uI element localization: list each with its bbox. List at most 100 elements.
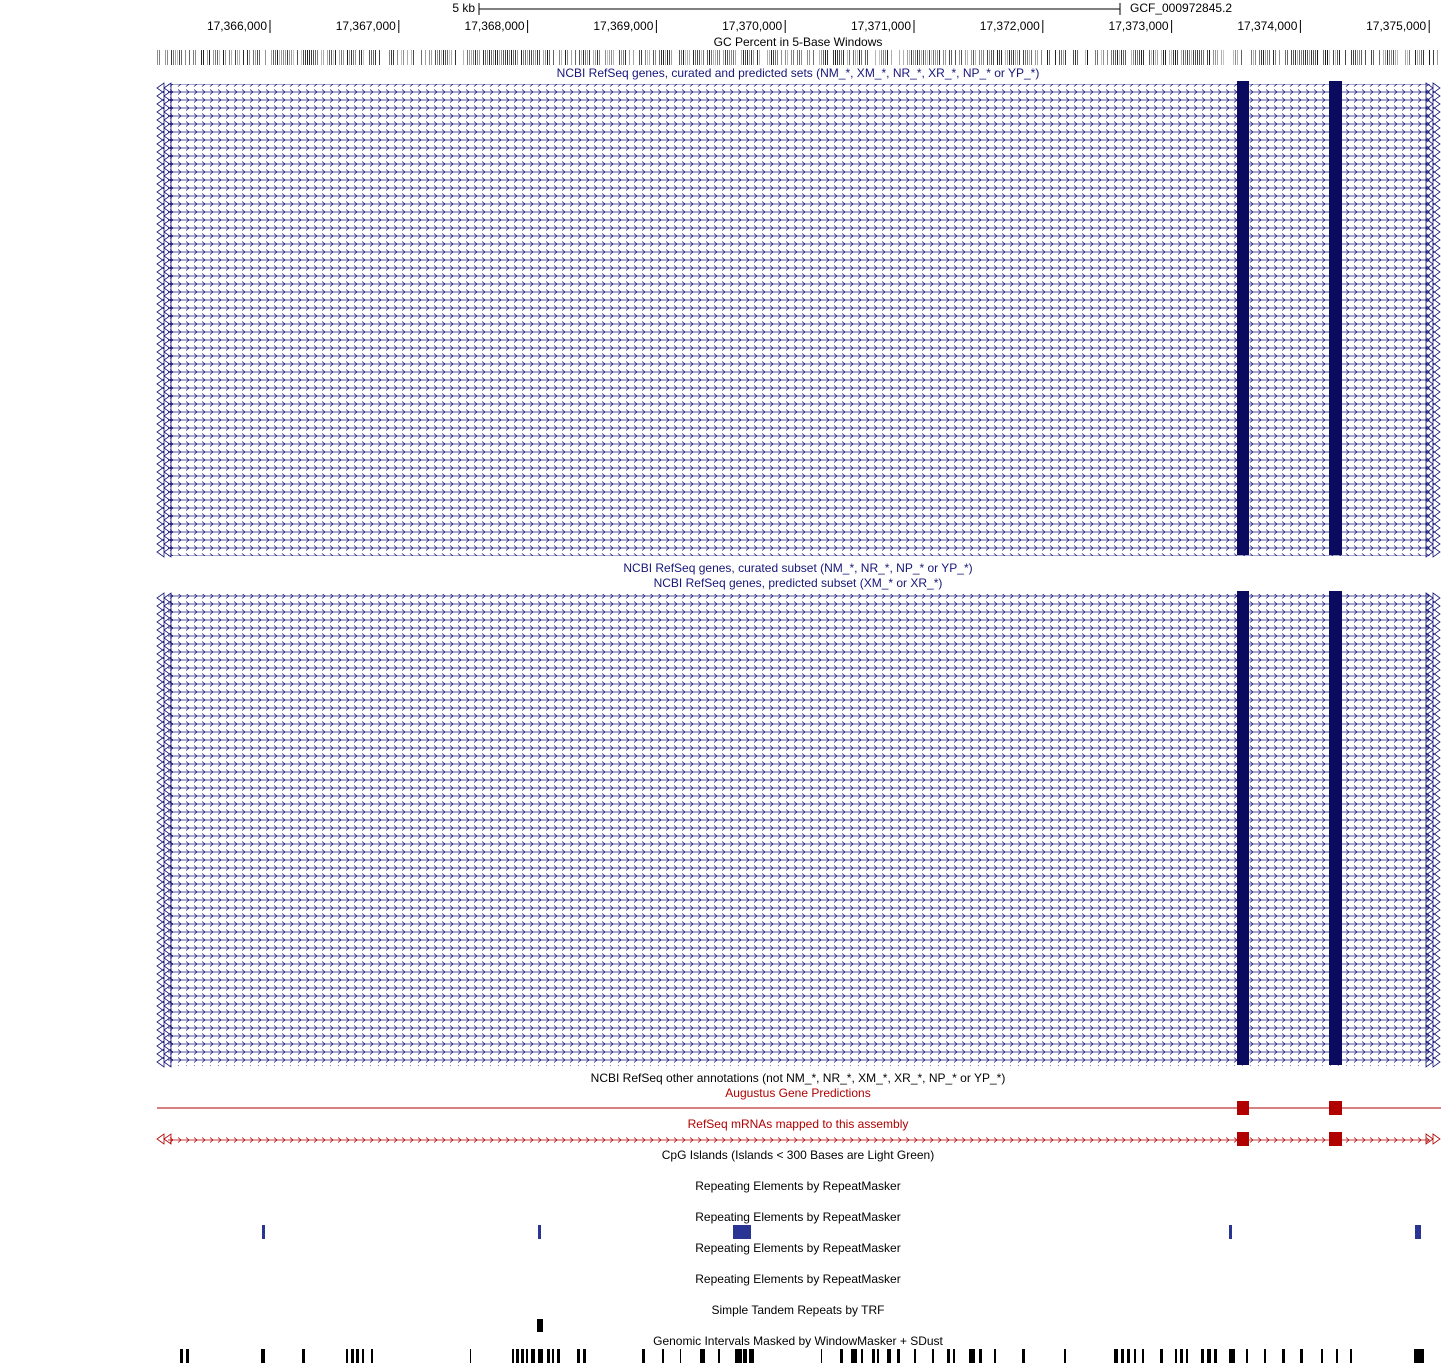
gene-row: [168, 300, 1430, 308]
gene-row: [168, 946, 1430, 954]
gene-end: [1425, 178, 1441, 190]
gc-bar: [1263, 50, 1264, 65]
gc-bar: [1207, 50, 1208, 65]
gc-bar: [809, 50, 810, 65]
gc-bar: [477, 50, 478, 65]
gene-end: [156, 600, 172, 612]
gc-bar: [1385, 50, 1386, 65]
gc-bar: [509, 50, 510, 65]
exon: [1329, 81, 1342, 555]
gene-end: [156, 90, 172, 102]
track-title: Repeating Elements by RepeatMasker: [695, 1241, 900, 1255]
gene-row: [168, 500, 1430, 508]
masked-interval: [362, 1349, 364, 1363]
gc-bar: [907, 50, 908, 65]
gene-end: [1425, 410, 1441, 422]
gc-bar: [257, 50, 258, 65]
masked-interval: [261, 1349, 265, 1363]
gc-bar: [837, 50, 838, 65]
gc-bar: [425, 50, 426, 65]
gc-bar: [1389, 50, 1390, 65]
gc-bar: [1273, 50, 1274, 65]
gc-bar: [431, 50, 432, 65]
gc-bar: [887, 50, 888, 65]
gene-end: [1425, 426, 1441, 438]
gc-bar: [611, 50, 612, 65]
gene-end: [156, 170, 172, 182]
gene-end: [156, 800, 172, 812]
gc-bar: [1409, 50, 1410, 65]
gc-bar: [987, 50, 988, 65]
gc-bar: [401, 50, 402, 65]
gc-bar: [847, 50, 848, 65]
gc-bar: [429, 50, 430, 65]
masked-interval: [749, 1349, 754, 1363]
gc-bar: [701, 50, 702, 65]
masked-interval: [583, 1349, 586, 1363]
gc-bar: [159, 50, 160, 65]
gc-bar: [731, 50, 732, 65]
gc-bar: [825, 50, 826, 65]
gc-bar: [619, 50, 620, 65]
gc-bar: [1379, 50, 1380, 65]
gc-bar: [1295, 50, 1296, 65]
gc-bar: [277, 50, 278, 65]
gc-bar: [361, 50, 362, 65]
gene-end: [156, 546, 172, 558]
masked-interval: [1134, 1349, 1136, 1363]
gc-bar: [599, 50, 600, 65]
gc-bar: [285, 50, 286, 65]
gene-end: [1425, 258, 1441, 270]
gc-bar: [875, 50, 876, 65]
gc-bar: [291, 50, 292, 65]
gc-bar: [1213, 50, 1214, 65]
gene-end: [1425, 314, 1441, 326]
gc-bar: [679, 50, 680, 65]
gc-bar: [437, 50, 438, 65]
gc-bar: [671, 50, 672, 65]
gene-end: [156, 538, 172, 550]
gc-bar: [857, 50, 858, 65]
gene-end: [156, 82, 172, 94]
gc-bar: [1301, 50, 1302, 65]
gene-end: [1425, 322, 1441, 334]
gene-row: [168, 196, 1430, 204]
masked-interval: [371, 1349, 373, 1363]
track-title: Repeating Elements by RepeatMasker: [695, 1210, 900, 1224]
gene-end: [156, 896, 172, 908]
gene-end: [1425, 1032, 1441, 1044]
gene-row: [168, 404, 1430, 412]
track-title: NCBI RefSeq genes, predicted subset (XM_…: [654, 576, 943, 590]
gc-bar: [1397, 50, 1398, 65]
gc-bar: [839, 50, 840, 65]
gene-end: [156, 114, 172, 126]
gene-row: [168, 332, 1430, 340]
gc-bar: [1267, 50, 1268, 65]
track-title: GC Percent in 5-Base Windows: [714, 35, 883, 49]
gc-bar: [633, 50, 634, 65]
masked-interval: [1229, 1349, 1235, 1363]
gene-end: [1425, 418, 1441, 430]
gene-end: [1425, 968, 1441, 980]
gene-row: [168, 610, 1430, 618]
gc-bar: [961, 50, 962, 65]
gc-bar: [491, 50, 492, 65]
gc-bar: [791, 50, 792, 65]
repeat-feature: [538, 1225, 541, 1239]
gene-end: [156, 784, 172, 796]
gene-end: [1425, 522, 1441, 534]
gc-bar: [579, 50, 580, 65]
gc-bar: [1373, 50, 1374, 65]
gc-bar: [525, 50, 526, 65]
gene-end: [156, 752, 172, 764]
gc-bar: [1055, 50, 1056, 65]
gene-row: [168, 978, 1430, 986]
gc-bar: [1001, 50, 1002, 65]
gc-bar: [1345, 50, 1346, 65]
gene-end: [1425, 720, 1441, 732]
gene-end: [156, 832, 172, 844]
exon: [1237, 591, 1249, 1065]
gene-end: [1425, 768, 1441, 780]
gene-end: [156, 760, 172, 772]
gene-end: [1425, 82, 1441, 94]
